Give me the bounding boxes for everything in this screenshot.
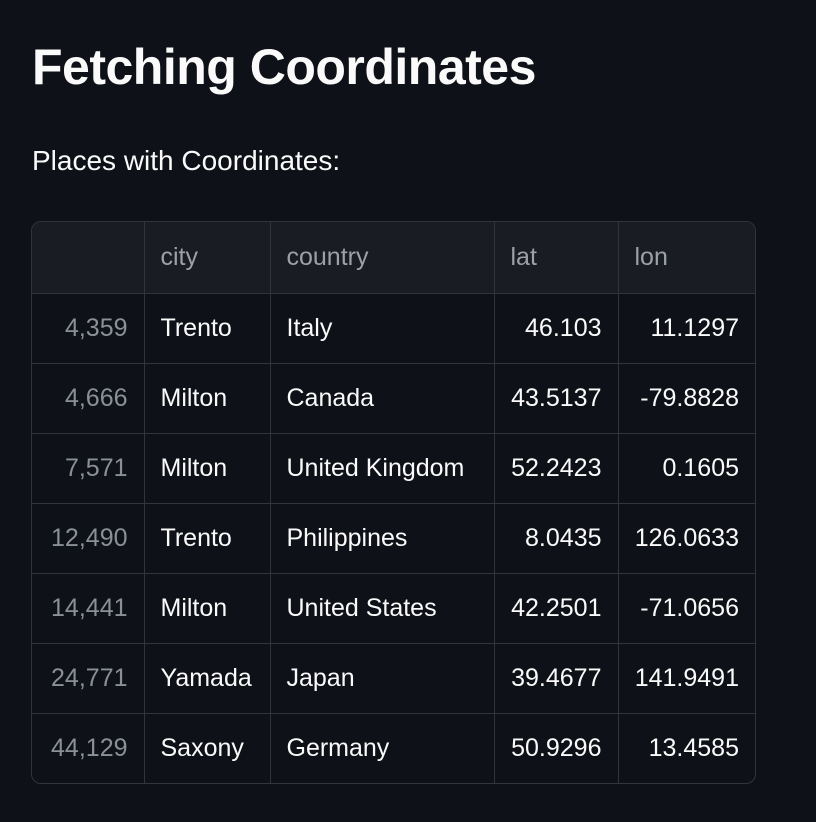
- country-cell[interactable]: Germany: [270, 713, 495, 783]
- page-title: Fetching Coordinates: [32, 39, 536, 95]
- lon-cell[interactable]: -79.8828: [618, 363, 755, 434]
- country-cell[interactable]: United Kingdom: [270, 433, 495, 504]
- column-header-lon[interactable]: lon: [618, 222, 755, 294]
- lon-cell[interactable]: 11.1297: [618, 293, 755, 364]
- lon-cell[interactable]: 0.1605: [618, 433, 755, 504]
- lat-cell[interactable]: 8.0435: [494, 503, 619, 574]
- city-cell[interactable]: Milton: [144, 573, 271, 644]
- row-index-cell[interactable]: 14,441: [32, 573, 145, 644]
- table-body: 4,359 Trento Italy 46.103 11.1297 4,666 Milton…: [32, 293, 755, 783]
- lon-cell[interactable]: 13.4585: [648, 734, 739, 762]
- lat-cell[interactable]: 43.5137: [494, 363, 619, 434]
- lon-cell[interactable]: 126.0633: [618, 503, 755, 574]
- column-header-lat[interactable]: lat: [494, 222, 619, 294]
- table-row: 4,359 Trento Italy 46.103 11.1297: [32, 293, 755, 364]
- lat-cell[interactable]: 50.9296: [494, 713, 619, 783]
- column-header-city[interactable]: city: [144, 222, 271, 294]
- city-cell[interactable]: Trento: [144, 503, 271, 574]
- table-row: 24,771 Yamada Japan 39.4677 141.9491: [32, 643, 755, 714]
- country-cell[interactable]: Philippines: [270, 503, 495, 574]
- row-index-cell[interactable]: 4,666: [32, 363, 145, 434]
- lon-cell[interactable]: 141.9491: [618, 643, 755, 714]
- coordinates-dataframe[interactable]: city country lat lon 4,359 Trento Italy 46.…: [31, 221, 756, 784]
- coordinates-table: city country lat lon 4,359 Trento Italy 46.…: [32, 222, 755, 783]
- lon-cell[interactable]: -71.0656: [618, 573, 755, 644]
- lat-cell[interactable]: 52.2423: [494, 433, 619, 504]
- table-caption: Places with Coordinates:: [32, 145, 341, 176]
- column-header-country[interactable]: country: [270, 222, 495, 294]
- city-cell[interactable]: Milton: [144, 433, 271, 504]
- city-cell[interactable]: Saxony: [144, 713, 271, 783]
- lat-cell[interactable]: 39.4677: [494, 643, 619, 714]
- row-index-cell[interactable]: 7,571: [32, 433, 145, 504]
- country-cell[interactable]: Italy: [270, 293, 495, 364]
- country-cell[interactable]: United States: [270, 573, 495, 644]
- table-row: 12,490 Trento Philippines 8.0435 126.0633: [32, 503, 755, 574]
- row-index-cell[interactable]: 24,771: [32, 643, 145, 714]
- country-cell[interactable]: Canada: [270, 363, 495, 434]
- table-row: 14,441 Milton United States 42.2501 -71.0656: [32, 573, 755, 644]
- city-cell[interactable]: Trento: [144, 293, 271, 364]
- table-row: 44,129 Saxony Germany 50.9296 13.4585: [32, 713, 755, 783]
- table-row: 7,571 Milton United Kingdom 52.2423 0.1605: [32, 433, 755, 504]
- column-header-index[interactable]: [32, 222, 145, 294]
- country-cell[interactable]: Japan: [270, 643, 495, 714]
- city-cell[interactable]: Milton: [144, 363, 271, 434]
- row-index-cell[interactable]: 12,490: [32, 503, 145, 574]
- row-index-cell[interactable]: 4,359: [32, 293, 145, 364]
- lat-cell[interactable]: 46.103: [494, 293, 619, 364]
- city-cell[interactable]: Yamada: [144, 643, 271, 714]
- row-index-cell[interactable]: 44,129: [32, 713, 145, 783]
- lat-cell[interactable]: 42.2501: [494, 573, 619, 644]
- table-row: 4,666 Milton Canada 43.5137 -79.8828: [32, 363, 755, 434]
- table-header-row: city country lat lon: [32, 222, 755, 294]
